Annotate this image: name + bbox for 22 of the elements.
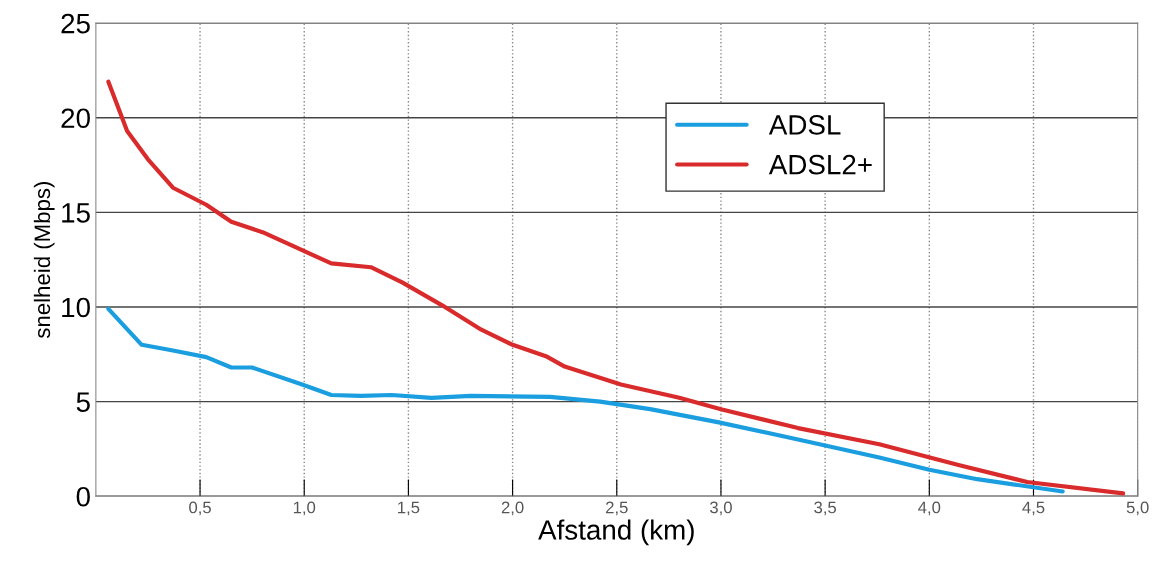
y-tick-label: 15 bbox=[62, 203, 90, 223]
line-series bbox=[106, 79, 1126, 496]
x-tick-label: 2,5 bbox=[606, 501, 628, 516]
y-tick-label: 25 bbox=[61, 13, 90, 34]
y-tick-label: 20 bbox=[61, 108, 90, 129]
x-tick-label: 2,0 bbox=[501, 501, 524, 516]
x-axis-title: Afstand (km) bbox=[538, 519, 694, 546]
y-tick-label: 0 bbox=[76, 486, 90, 507]
x-tick-label: 1,0 bbox=[293, 501, 316, 516]
y-axis-title: snelheid (Mbps) bbox=[33, 181, 55, 339]
x-tick-label: 4,5 bbox=[1022, 501, 1045, 516]
legend-label: ADSL bbox=[768, 115, 841, 135]
y-tick-label: 10 bbox=[62, 297, 90, 318]
legend-label: ADSL2+ bbox=[768, 154, 872, 175]
y-tick-label: 5 bbox=[76, 392, 90, 412]
x-tick-label: 3,5 bbox=[814, 501, 837, 516]
x-tick-label: 1,5 bbox=[398, 501, 420, 516]
x-tick-label: 4,0 bbox=[918, 501, 941, 516]
x-tick-label: 0,5 bbox=[189, 501, 211, 516]
line-series bbox=[106, 306, 1065, 494]
x-tick-label: 5,0 bbox=[1126, 501, 1149, 516]
x-tick-label: 3,0 bbox=[710, 501, 732, 516]
